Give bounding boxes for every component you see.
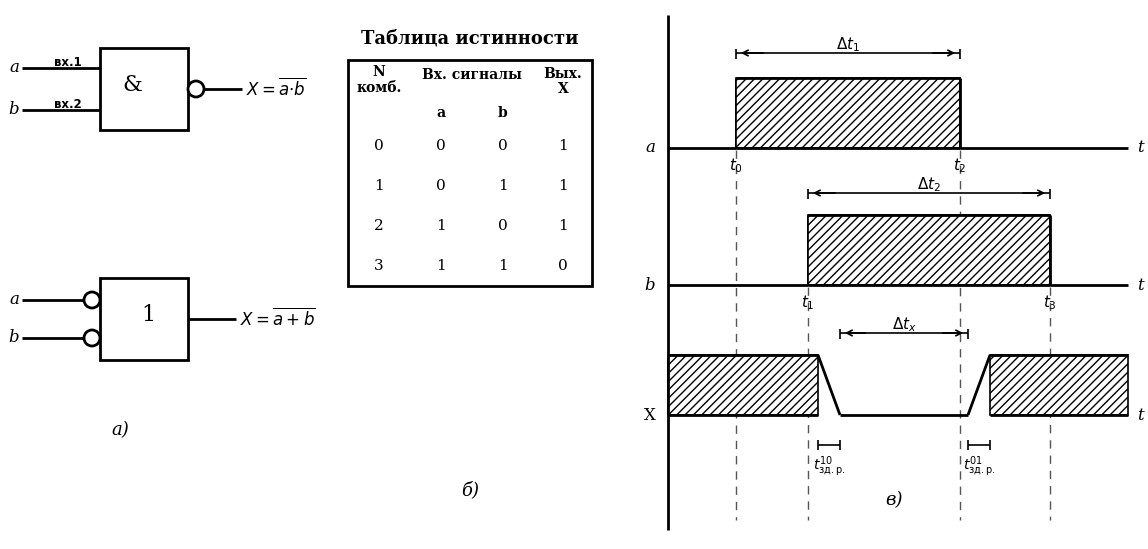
Text: 1: 1 [436, 259, 445, 273]
Text: b: b [498, 106, 507, 120]
Text: 0: 0 [558, 259, 568, 273]
Bar [668, 355, 819, 415]
Text: 1: 1 [436, 219, 445, 233]
Circle shape [84, 330, 100, 346]
Text: $t^{10}_{\rm зд.р.}$: $t^{10}_{\rm зд.р.}$ [813, 455, 845, 479]
Text: $X=\overline{a+b}$: $X=\overline{a+b}$ [240, 308, 316, 330]
Bar [808, 215, 1050, 285]
Text: 0: 0 [374, 139, 383, 153]
Text: b: b [9, 102, 20, 119]
Bar [990, 355, 1128, 415]
Text: вх.2: вх.2 [54, 98, 82, 110]
Text: X: X [644, 406, 656, 423]
Text: $\Delta t_1$: $\Delta t_1$ [836, 36, 860, 54]
Text: a: a [436, 106, 445, 120]
Circle shape [84, 292, 100, 308]
Text: Вх. сигналы: Вх. сигналы [422, 68, 522, 82]
Text: b: b [645, 277, 656, 294]
Text: Таблица истинности: Таблица истинности [362, 29, 579, 47]
Bar [100, 48, 188, 130]
Text: в): в) [885, 491, 902, 509]
Text: 2: 2 [374, 219, 383, 233]
Text: $t_0$: $t_0$ [729, 156, 743, 175]
Text: N
комб.: N комб. [356, 65, 402, 95]
Text: X: X [558, 82, 568, 96]
Text: $\Delta t_x$: $\Delta t_x$ [892, 316, 916, 334]
Text: 3: 3 [374, 259, 383, 273]
Text: $t_2$: $t_2$ [953, 156, 967, 175]
Text: a: a [9, 59, 18, 76]
Bar [100, 278, 188, 360]
Text: $t_1$: $t_1$ [801, 294, 815, 312]
Text: 1: 1 [498, 259, 507, 273]
Text: t: t [1137, 277, 1143, 294]
Bar [348, 60, 592, 286]
Text: вх.1: вх.1 [54, 55, 82, 69]
Text: 1: 1 [558, 179, 568, 193]
Text: Вых.: Вых. [544, 67, 582, 81]
Text: &: & [122, 74, 142, 96]
Text: t: t [1137, 139, 1143, 156]
Text: a: a [645, 139, 656, 156]
Text: 0: 0 [436, 139, 445, 153]
Circle shape [188, 81, 204, 97]
Text: 0: 0 [498, 139, 507, 153]
Text: $t_3$: $t_3$ [1044, 294, 1057, 312]
Text: $t^{01}_{\rm зд.р.}$: $t^{01}_{\rm зд.р.}$ [963, 455, 995, 479]
Text: 1: 1 [558, 139, 568, 153]
Text: a: a [9, 292, 18, 309]
Text: 1: 1 [374, 179, 383, 193]
Text: 1: 1 [141, 304, 155, 326]
Text: а): а) [111, 421, 129, 439]
Text: b: b [9, 329, 20, 346]
Text: 0: 0 [498, 219, 507, 233]
Text: 1: 1 [498, 179, 507, 193]
Text: 1: 1 [558, 219, 568, 233]
Text: б): б) [461, 481, 479, 499]
Text: $X=\overline{a{\cdot}b}$: $X=\overline{a{\cdot}b}$ [246, 78, 307, 100]
Bar [736, 78, 960, 148]
Text: t: t [1137, 406, 1143, 423]
Text: $\Delta t_2$: $\Delta t_2$ [917, 176, 941, 194]
Text: 0: 0 [436, 179, 445, 193]
